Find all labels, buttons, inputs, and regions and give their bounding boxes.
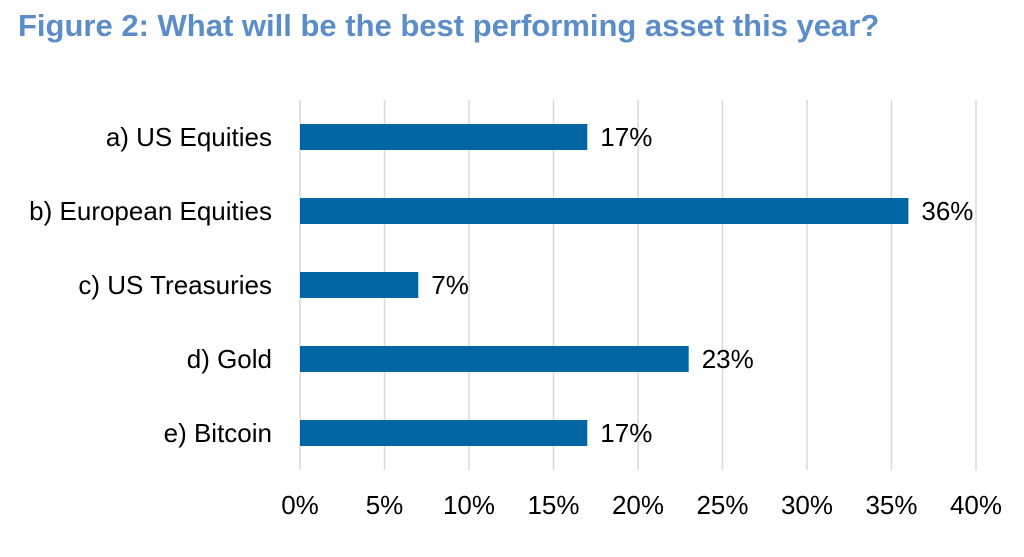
bar xyxy=(300,124,588,150)
data-label: 23% xyxy=(702,344,754,374)
x-axis-tick-labels: 0% 5% 10% 15% 20% 25% 30% 35% 40% xyxy=(281,490,1002,520)
category-label: e) Bitcoin xyxy=(164,418,272,448)
category-label: c) US Treasuries xyxy=(78,270,272,300)
data-label: 17% xyxy=(600,122,652,152)
bar xyxy=(300,272,419,298)
x-tick-label: 20% xyxy=(612,490,664,520)
bars xyxy=(300,124,909,446)
category-label: a) US Equities xyxy=(106,122,272,152)
bar xyxy=(300,198,909,224)
x-tick-label: 0% xyxy=(281,490,319,520)
data-labels: 17% 36% 7% 23% 17% xyxy=(431,122,973,448)
x-tick-label: 5% xyxy=(366,490,404,520)
data-label: 17% xyxy=(600,418,652,448)
x-tick-label: 15% xyxy=(527,490,579,520)
bar xyxy=(300,420,588,446)
data-label: 36% xyxy=(921,196,973,226)
x-tick-label: 30% xyxy=(781,490,833,520)
category-labels: a) US Equities b) European Equities c) US … xyxy=(29,122,272,448)
data-label: 7% xyxy=(431,270,469,300)
x-tick-label: 25% xyxy=(696,490,748,520)
bar xyxy=(300,346,689,372)
x-tick-label: 40% xyxy=(950,490,1002,520)
category-label: b) European Equities xyxy=(29,196,272,226)
x-tick-label: 10% xyxy=(443,490,495,520)
figure-title: Figure 2: What will be the best performi… xyxy=(18,8,880,43)
category-label: d) Gold xyxy=(187,344,272,374)
x-tick-label: 35% xyxy=(865,490,917,520)
